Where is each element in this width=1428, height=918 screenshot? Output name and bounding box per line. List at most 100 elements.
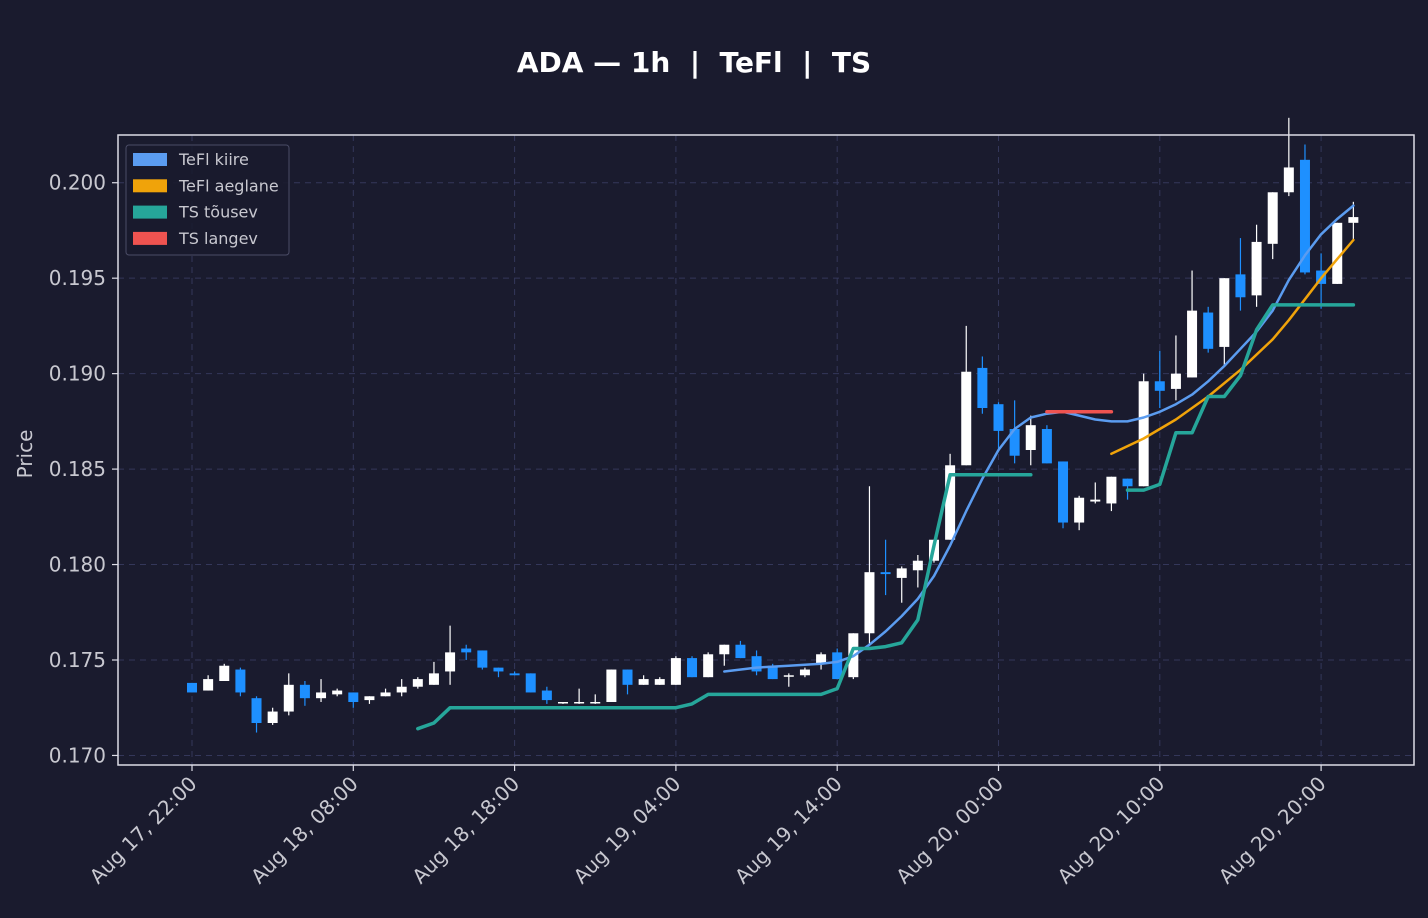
- candle-body: [993, 404, 1004, 431]
- candle-body: [574, 702, 585, 704]
- candle-body: [1025, 425, 1036, 450]
- candle-body: [590, 702, 601, 704]
- candle-body: [219, 665, 230, 681]
- candle: [945, 453, 956, 540]
- chart-title: ADA — 1h | TeFl | TS: [517, 46, 871, 79]
- candle-body: [1058, 461, 1069, 523]
- candle: [380, 688, 391, 697]
- y-axis-label: Price: [13, 430, 37, 479]
- candle-body: [412, 679, 423, 687]
- candle-body: [1090, 499, 1101, 502]
- candle-body: [719, 644, 730, 655]
- candle: [1219, 278, 1230, 366]
- candle-body: [525, 673, 536, 693]
- candle-body: [316, 692, 327, 699]
- candle-body: [703, 654, 714, 678]
- legend: TeFl kiire TeFl aeglane TS tõusev TS langev: [125, 144, 290, 256]
- grid: [118, 135, 1414, 765]
- candle: [1041, 425, 1052, 464]
- indicator-lines: [416, 204, 1356, 731]
- candle: [961, 325, 972, 466]
- candle-body: [606, 669, 617, 702]
- candle-body: [1122, 478, 1133, 487]
- candle-body: [380, 692, 391, 697]
- candle-body: [1009, 429, 1020, 456]
- candle: [687, 656, 698, 678]
- candle: [735, 640, 746, 659]
- candle-body: [445, 652, 456, 672]
- x-tick-label: Aug 19, 04:00: [569, 772, 686, 889]
- candle: [1009, 400, 1020, 464]
- candle: [283, 673, 294, 716]
- y-tick-label: 0.200: [49, 171, 106, 195]
- candle-body: [654, 679, 665, 685]
- candle-body: [735, 644, 746, 659]
- candle-body: [1267, 192, 1278, 244]
- candle: [1299, 144, 1310, 275]
- x-tick-label: Aug 17, 22:00: [85, 772, 202, 889]
- legend-swatch: [133, 179, 167, 193]
- candle-body: [977, 367, 988, 408]
- legend-swatch: [133, 231, 167, 245]
- candle: [896, 566, 907, 603]
- candle: [251, 696, 262, 733]
- candle: [1348, 201, 1359, 240]
- candle-body: [1219, 278, 1230, 347]
- y-tick-label: 0.195: [49, 266, 106, 290]
- plot-frame: [117, 134, 1415, 766]
- legend-label: TS tõusev: [178, 203, 258, 222]
- candle-body: [235, 669, 246, 693]
- candle: [751, 650, 762, 676]
- candle: [1170, 335, 1181, 401]
- candle: [348, 692, 359, 708]
- candle: [1058, 461, 1069, 529]
- candle-body: [1251, 241, 1262, 296]
- candle: [816, 652, 827, 670]
- candle: [864, 486, 875, 645]
- candle: [445, 625, 456, 685]
- candle: [977, 356, 988, 414]
- y-tick-label: 0.180: [49, 553, 106, 577]
- candle: [316, 679, 327, 702]
- candle: [703, 652, 714, 678]
- candle-body: [477, 650, 488, 668]
- candle-body: [509, 673, 520, 676]
- candle: [1138, 373, 1149, 487]
- candle-body: [751, 656, 762, 672]
- candle-body: [396, 686, 407, 693]
- candle-body: [1041, 429, 1052, 464]
- legend-label: TS langev: [178, 229, 258, 248]
- candle: [509, 671, 520, 676]
- candle-body: [961, 371, 972, 466]
- ts-up-line: [416, 473, 1033, 731]
- candle-body: [880, 572, 891, 575]
- candle: [622, 669, 633, 695]
- y-tick-label: 0.175: [49, 648, 106, 672]
- candle: [993, 402, 1004, 450]
- legend-swatch: [133, 153, 167, 166]
- x-tick-label: Aug 20, 00:00: [891, 772, 1008, 889]
- candle-body: [816, 654, 827, 664]
- candle: [783, 673, 794, 687]
- candle-body: [1332, 222, 1343, 284]
- candle-body: [1106, 476, 1117, 504]
- candle-body: [1203, 312, 1214, 349]
- candle: [412, 677, 423, 689]
- x-tick-label: Aug 18, 18:00: [407, 772, 524, 889]
- candle-body: [251, 698, 262, 723]
- candle-body: [557, 702, 568, 704]
- candle-body: [670, 658, 681, 685]
- candle-body: [267, 711, 278, 723]
- candle-body: [364, 696, 375, 701]
- candle-body: [783, 675, 794, 677]
- candle: [832, 648, 843, 680]
- candle: [557, 702, 568, 704]
- candle: [1074, 495, 1085, 531]
- candle: [1106, 476, 1117, 512]
- candle-body: [1235, 274, 1246, 298]
- candle-body: [203, 679, 214, 691]
- x-tick-label: Aug 18, 08:00: [246, 772, 363, 889]
- candle: [912, 555, 923, 588]
- tefl-slow-line: [1110, 238, 1355, 456]
